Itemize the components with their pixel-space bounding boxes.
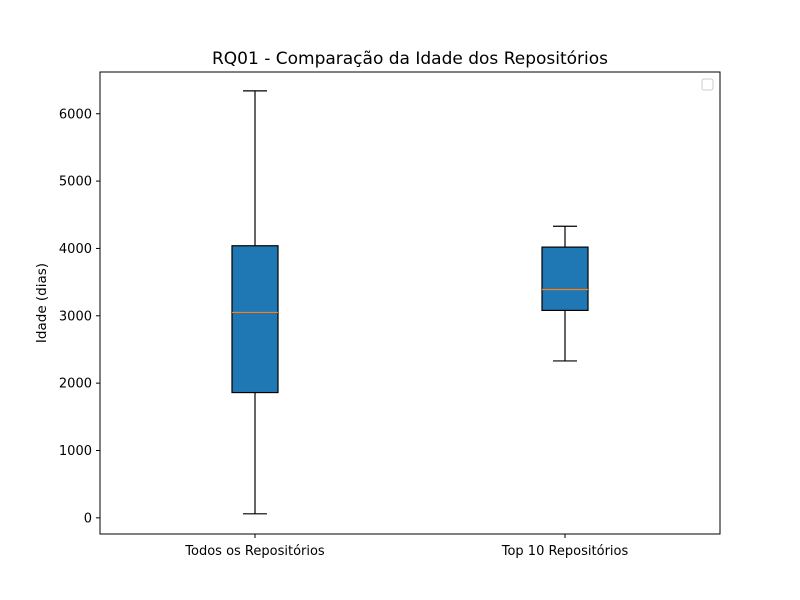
y-tick-label: 2000 xyxy=(59,377,92,392)
x-tick-label: Top 10 Repositórios xyxy=(501,544,629,559)
legend-box xyxy=(701,78,714,91)
y-tick-label: 3000 xyxy=(59,309,92,324)
y-tick-label: 5000 xyxy=(59,175,92,190)
chart-title: RQ01 - Comparação da Idade dos Repositór… xyxy=(212,49,608,69)
y-tick-label: 4000 xyxy=(59,242,92,257)
y-tick-label: 6000 xyxy=(59,107,92,122)
x-tick-label: Todos os Repositórios xyxy=(184,544,325,559)
box xyxy=(541,246,589,312)
y-tick-label: 0 xyxy=(84,511,92,526)
box xyxy=(231,245,279,394)
plot-frame xyxy=(99,71,721,535)
plot-area: 0 1000 2000 3000 4000 5000 6000 Todos os Reposi… xyxy=(59,90,629,559)
y-tick-label: 1000 xyxy=(59,444,92,459)
y-axis-label: Idade (dias) xyxy=(34,263,50,343)
